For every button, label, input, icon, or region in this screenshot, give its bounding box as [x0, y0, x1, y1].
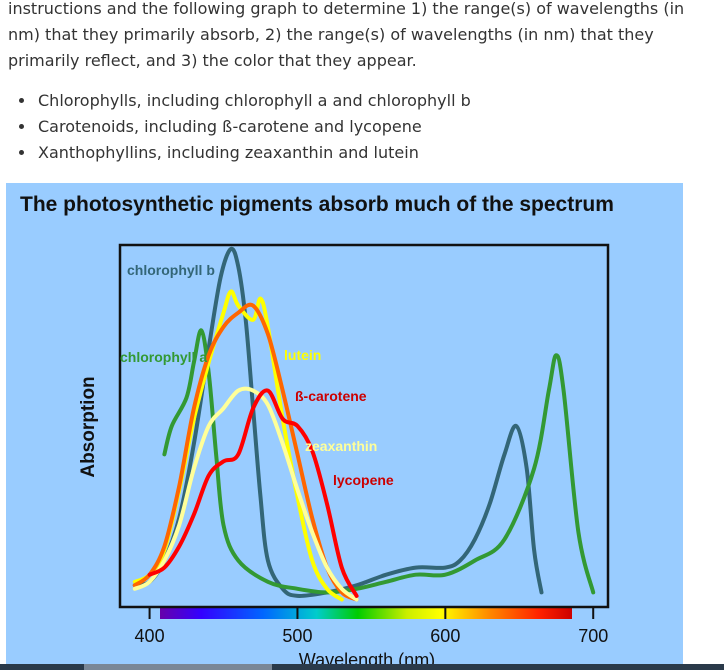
- x-tick-label: 500: [282, 626, 312, 646]
- series-label-lycopene: lycopene: [333, 472, 394, 488]
- series-label-zeaxanthin: zeaxanthin: [305, 438, 377, 454]
- series-line-zeaxanthin: [132, 386, 359, 602]
- series-line-lycopene: [147, 388, 359, 598]
- series-label-chlorophyll-a: chlorophyll a: [120, 349, 207, 365]
- pigment-list: Chlorophylls, including chlorophyll a an…: [14, 88, 471, 166]
- list-item: Chlorophylls, including chlorophyll a an…: [36, 88, 471, 114]
- chart-title: The photosynthetic pigments absorb much …: [20, 193, 614, 216]
- x-tick-label: 600: [430, 626, 460, 646]
- y-axis-label: Absorption: [78, 376, 99, 477]
- series-label--carotene: ß-carotene: [295, 388, 367, 404]
- series-line-chlorophyll-b: [132, 246, 544, 598]
- spectrum-bar: [160, 607, 572, 619]
- pigment-absorption-figure: The photosynthetic pigments absorb much …: [6, 183, 683, 670]
- plot-frame: [118, 243, 610, 609]
- absorption-chart: 400 500 600 700 chlorophyll b chlorophyll a l…: [78, 243, 610, 670]
- list-item: Carotenoids, including ß-carotene and ly…: [36, 114, 471, 140]
- x-tick-label: 400: [135, 626, 165, 646]
- series-label-lutein: lutein: [284, 347, 321, 363]
- bottom-scroll-bar: [0, 664, 724, 670]
- instructions-text: instructions and the following graph to …: [8, 0, 685, 70]
- series-label-chlorophyll-b: chlorophyll b: [127, 262, 215, 278]
- x-tick-label: 700: [578, 626, 608, 646]
- series-line--carotene: [132, 302, 359, 602]
- series-line-chlorophyll-a: [162, 328, 596, 595]
- list-item: Xanthophyllins, including zeaxanthin and…: [36, 140, 471, 166]
